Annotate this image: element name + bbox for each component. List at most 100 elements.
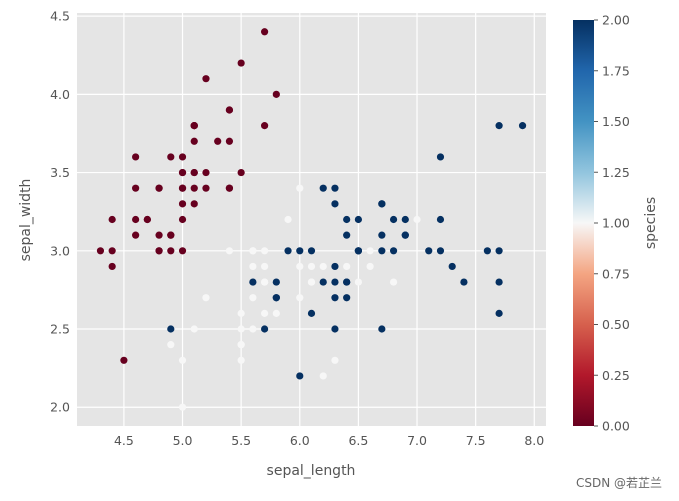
scatter-point [366, 262, 374, 271]
colorbar-tick-label: 0.50 [602, 317, 630, 332]
scatter-point [331, 262, 339, 271]
scatter-point [178, 168, 187, 177]
scatter-point [167, 325, 175, 333]
x-tick-label: 5.5 [231, 433, 251, 448]
scatter-point [225, 106, 234, 114]
scatter-point [261, 247, 269, 255]
y-tick-label: 2.0 [50, 400, 70, 415]
scatter-point [331, 278, 339, 286]
y-tick-label: 4.5 [50, 9, 70, 24]
scatter-point [261, 262, 269, 271]
scatter-point [237, 341, 245, 349]
scatter-point [319, 184, 327, 192]
scatter-point [389, 215, 398, 224]
scatter-point [319, 278, 327, 286]
x-tick-label: 6.0 [290, 433, 310, 448]
scatter-point [296, 294, 304, 302]
scatter-point [401, 215, 409, 224]
scatter-point [237, 325, 245, 333]
scatter-point [436, 153, 445, 161]
scatter-point [331, 356, 339, 364]
scatter-point [425, 247, 433, 255]
scatter-point [495, 278, 503, 286]
scatter-point [225, 184, 234, 192]
y-tick-labels: 2.0 2.5 3.0 3.5 4.0 4.5 [50, 9, 70, 415]
scatter-point [190, 200, 198, 208]
colorbar [573, 20, 594, 426]
scatter-point [108, 262, 116, 271]
scatter-point [190, 184, 198, 192]
scatter-point [331, 294, 339, 302]
scatter-point [202, 184, 210, 192]
scatter-point [108, 215, 116, 224]
scatter-point [331, 200, 339, 208]
scatter-point [413, 215, 421, 224]
scatter-point [167, 231, 175, 239]
x-tick-labels: 4.5 5.0 5.5 6.0 6.5 7.0 7.5 8.0 [114, 433, 544, 448]
scatter-point [307, 262, 316, 271]
plot-area [77, 13, 546, 426]
scatter-point [272, 294, 280, 302]
scatter-point [96, 247, 105, 255]
scatter-point [343, 278, 351, 286]
scatter-point [132, 231, 140, 239]
colorbar-tick-label: 1.00 [602, 216, 630, 231]
scatter-point [190, 137, 198, 145]
colorbar-tick-label: 1.75 [602, 63, 630, 78]
y-tick-label: 4.0 [50, 87, 70, 102]
scatter-points [96, 28, 527, 411]
scatter-point [190, 168, 198, 177]
scatter-point [319, 262, 327, 271]
scatter-point [296, 247, 304, 255]
scatter-point [319, 372, 327, 380]
scatter-point [261, 28, 269, 36]
scatter-point [261, 122, 269, 130]
x-tick-label: 8.0 [524, 433, 544, 448]
scatter-point [307, 278, 316, 286]
scatter-point [178, 215, 187, 224]
scatter-point [249, 325, 257, 333]
x-axis-label: sepal_length [267, 463, 356, 479]
watermark: CSDN @若芷兰 [576, 476, 662, 490]
x-tick-label: 6.5 [348, 433, 368, 448]
scatter-point [237, 168, 245, 177]
scatter-point [190, 325, 198, 333]
scatter-point [343, 215, 351, 224]
scatter-point [214, 137, 222, 145]
colorbar-tick-label: 2.00 [602, 13, 630, 28]
scatter-point [132, 184, 140, 192]
scatter-point [378, 200, 386, 208]
scatter-point [495, 122, 503, 130]
colorbar-tick-label: 0.00 [602, 419, 630, 434]
scatter-point [261, 325, 269, 333]
scatter-point [155, 247, 163, 255]
scatter-point [143, 215, 151, 224]
scatter-point [120, 356, 128, 364]
x-tick-label: 5.0 [173, 433, 193, 448]
scatter-point [155, 231, 163, 239]
scatter-point [202, 168, 210, 177]
scatter-point [307, 309, 316, 317]
scatter-point [178, 200, 187, 208]
scatter-point [378, 247, 386, 255]
scatter-point [354, 215, 362, 224]
x-tick-label: 4.5 [114, 433, 134, 448]
scatter-point [366, 247, 374, 255]
scatter-point [378, 231, 386, 239]
scatter-point [178, 247, 187, 255]
scatter-point [296, 184, 304, 192]
scatter-point [343, 231, 351, 239]
scatter-point [272, 90, 280, 98]
scatter-point [249, 278, 257, 286]
scatter-point [261, 309, 269, 317]
scatter-point [448, 262, 456, 271]
scatter-point [296, 372, 304, 380]
scatter-point [354, 247, 362, 255]
scatter-point [167, 341, 175, 349]
scatter-point [272, 278, 280, 286]
scatter-point [167, 247, 175, 255]
scatter-point [436, 247, 445, 255]
scatter-point [436, 215, 445, 224]
x-tick-label: 7.5 [466, 433, 486, 448]
